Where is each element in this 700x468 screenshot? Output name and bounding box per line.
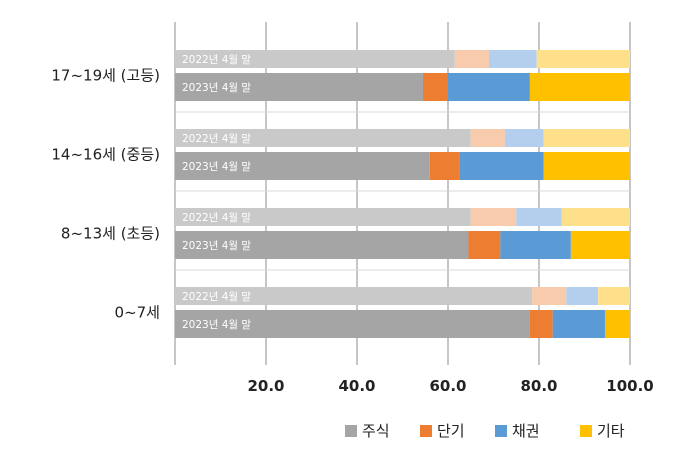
- bar-segment: [175, 152, 430, 180]
- category-label: 17~19세 (고등): [51, 67, 160, 85]
- bar-period-label: 2023년 4월 말: [182, 240, 251, 252]
- legend-swatch: [345, 425, 357, 437]
- bar-segment: [470, 208, 517, 226]
- category-label: 8~13세 (초등): [61, 225, 160, 243]
- category-label: 14~16세 (중등): [51, 146, 160, 164]
- bar-segment: [543, 129, 630, 147]
- bar-segment: [529, 73, 630, 101]
- x-tick-label: 100.0: [606, 377, 653, 395]
- bar-segment: [504, 129, 544, 147]
- bar-segment: [543, 152, 630, 180]
- bar-segment: [552, 310, 605, 338]
- bar-segment: [175, 231, 469, 259]
- bar-period-label: 2023년 4월 말: [182, 319, 251, 331]
- bar-segment: [529, 310, 553, 338]
- bar-segment: [175, 310, 530, 338]
- bar-segment: [561, 208, 630, 226]
- legend-label: 기타: [597, 422, 625, 440]
- bar-segment: [429, 152, 460, 180]
- bar-segment: [448, 73, 530, 101]
- x-tick-label: 40.0: [338, 377, 375, 395]
- bar-segment: [454, 50, 489, 68]
- bar-segment: [459, 152, 544, 180]
- x-tick-label: 20.0: [247, 377, 284, 395]
- bar-segment: [532, 287, 567, 305]
- legend-label: 채권: [512, 422, 540, 440]
- bar-segment: [536, 50, 630, 68]
- bar-segment: [598, 287, 630, 305]
- legend-label: 단기: [437, 422, 465, 440]
- legend-swatch: [495, 425, 507, 437]
- bar-segment: [175, 287, 533, 305]
- legend-swatch: [580, 425, 592, 437]
- bar-segment: [500, 231, 571, 259]
- category-label: 0~7세: [115, 304, 160, 322]
- bar-segment: [604, 310, 630, 338]
- bar-segment: [175, 129, 471, 147]
- bar-segment: [566, 287, 599, 305]
- bar-segment: [175, 50, 455, 68]
- bar-segment: [175, 208, 471, 226]
- bar-period-label: 2023년 4월 말: [182, 82, 251, 94]
- bar-segment: [516, 208, 562, 226]
- bar-segment: [175, 73, 423, 101]
- legend-swatch: [420, 425, 432, 437]
- bar-period-label: 2022년 4월 말: [182, 133, 251, 145]
- bar-period-label: 2022년 4월 말: [182, 54, 251, 66]
- bar-period-label: 2022년 4월 말: [182, 212, 251, 224]
- bar-segment: [422, 73, 448, 101]
- bar-period-label: 2023년 4월 말: [182, 161, 251, 173]
- bar-segment: [570, 231, 630, 259]
- bar-period-label: 2022년 4월 말: [182, 291, 251, 303]
- x-tick-label: 60.0: [429, 377, 466, 395]
- bar-segment: [488, 50, 537, 68]
- bar-segment: [470, 129, 505, 147]
- x-tick-label: 80.0: [520, 377, 557, 395]
- legend-label: 주식: [362, 422, 390, 440]
- bar-segment: [468, 231, 501, 259]
